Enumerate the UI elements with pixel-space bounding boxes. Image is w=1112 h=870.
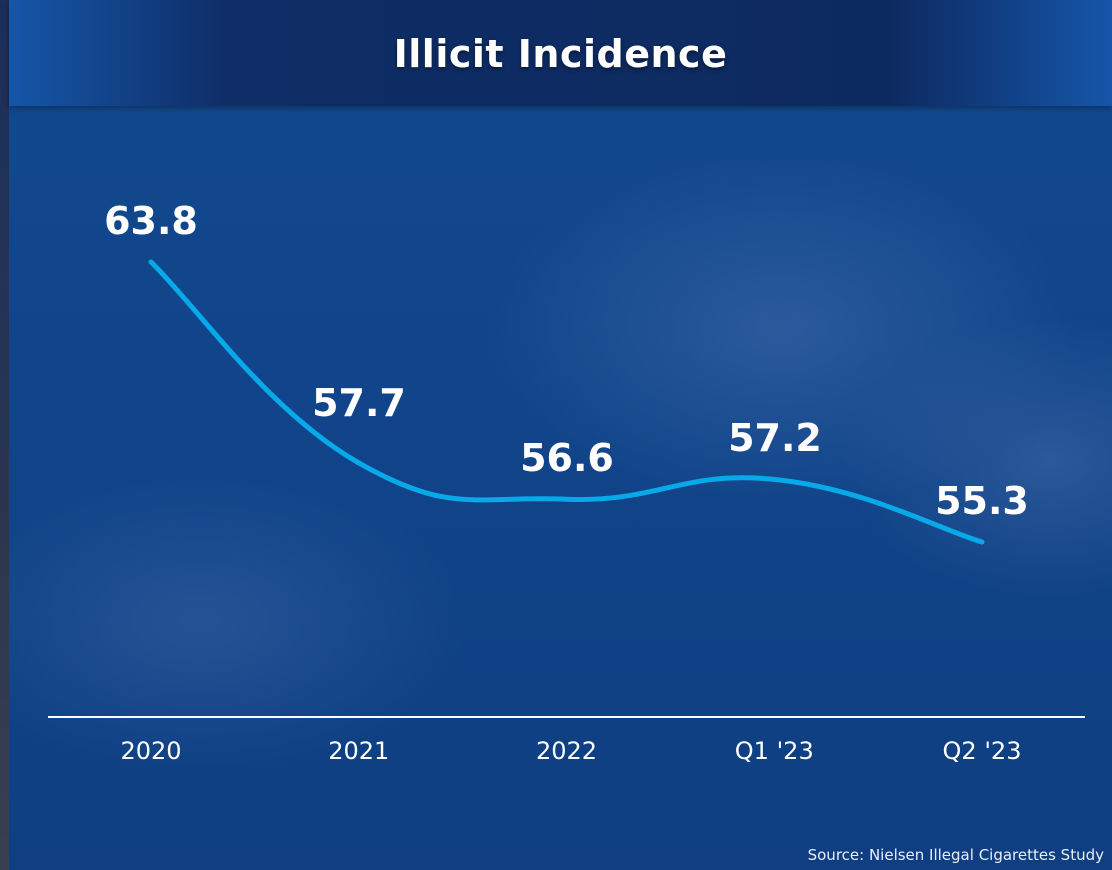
x-tick-label: Q2 '23 [943,737,1022,765]
data-label: 55.3 [935,479,1029,523]
data-label: 57.7 [312,381,406,425]
series-line [148,259,985,545]
data-label: 56.6 [520,436,614,480]
data-label: 57.2 [728,416,822,460]
left-edge-strip [0,0,9,870]
title-bar: Illicit Incidence [9,0,1112,106]
data-labels: 63.8 57.7 56.6 57.2 55.3 [104,199,1029,523]
x-tick-label: 2020 [120,737,181,765]
data-label: 63.8 [104,199,198,243]
x-tick-label: 2022 [536,737,597,765]
chart-title: Illicit Incidence [393,32,728,76]
x-tick-label: Q1 '23 [735,737,814,765]
x-tick-label: 2021 [328,737,389,765]
x-axis-tick-labels: 2020 2021 2022 Q1 '23 Q2 '23 [120,737,1021,765]
source-note: Source: Nielsen Illegal Cigarettes Study [807,846,1104,864]
